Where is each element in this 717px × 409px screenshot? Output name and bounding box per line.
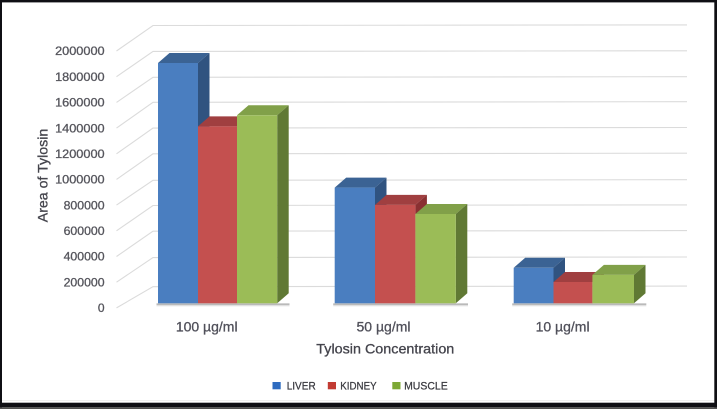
svg-text:1800000: 1800000	[55, 70, 105, 84]
svg-text:400000: 400000	[64, 250, 105, 264]
svg-text:Tylosin Concentration: Tylosin Concentration	[316, 341, 454, 357]
svg-text:1000000: 1000000	[55, 173, 105, 187]
svg-text:10 µg/ml: 10 µg/ml	[536, 319, 590, 335]
svg-text:800000: 800000	[64, 198, 105, 212]
svg-text:MUSCLE: MUSCLE	[404, 381, 448, 393]
svg-text:600000: 600000	[64, 224, 105, 238]
svg-text:2000000: 2000000	[55, 44, 105, 58]
svg-text:100 µg/ml: 100 µg/ml	[176, 319, 238, 335]
svg-text:Area of Tylosin: Area of Tylosin	[35, 129, 51, 223]
svg-text:1400000: 1400000	[55, 121, 105, 135]
svg-text:50 µg/ml: 50 µg/ml	[357, 319, 411, 335]
svg-text:LIVER: LIVER	[287, 381, 316, 393]
svg-text:1200000: 1200000	[55, 147, 105, 161]
svg-text:1600000: 1600000	[55, 96, 105, 110]
svg-text:200000: 200000	[64, 275, 105, 289]
svg-text:KIDNEY: KIDNEY	[340, 381, 377, 393]
svg-text:0: 0	[98, 301, 105, 315]
